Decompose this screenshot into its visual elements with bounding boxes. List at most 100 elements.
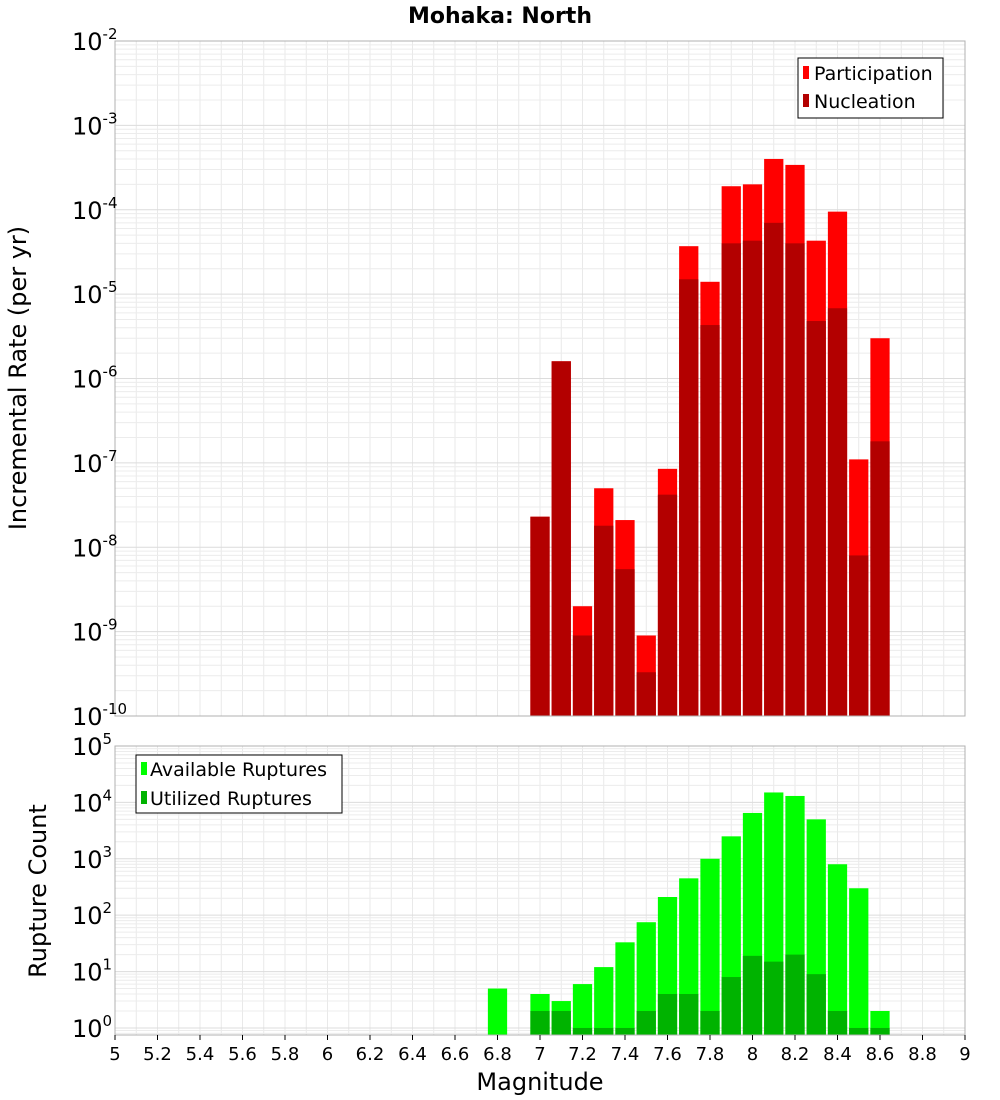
available-legend-label: Available Ruptures <box>150 759 327 781</box>
y-tick-label: 103 <box>72 843 112 874</box>
count-utilized-ruptures-bar <box>657 994 678 1035</box>
count-utilized-ruptures-bar <box>849 1027 869 1035</box>
x-tick-label: 9 <box>959 1044 970 1065</box>
count-available-ruptures-bar <box>487 988 508 1035</box>
y-tick-label: 105 <box>72 730 112 761</box>
x-tick-label: 8.4 <box>823 1044 852 1065</box>
count-available-ruptures-bar <box>636 922 656 1035</box>
y-tick-label: 104 <box>72 786 112 817</box>
rate-nucleation-bar <box>742 240 763 717</box>
rate-nucleation-bar <box>870 441 890 716</box>
count-utilized-ruptures-bar <box>551 1010 571 1035</box>
y-tick-label: 101 <box>72 956 112 987</box>
count-legend-box <box>135 754 343 814</box>
rate-y-ticks: 10-10 10-9 10-8 10-7 10-6 10-5 10-4 10-3 10-2 <box>72 25 127 731</box>
x-tick-label: 8.8 <box>908 1044 937 1065</box>
count-utilized-ruptures-bar <box>530 1010 550 1035</box>
y-tick-label: 10-2 <box>72 25 118 56</box>
y-tick-label: 10-9 <box>72 616 118 647</box>
count-utilized-ruptures-bar <box>721 977 741 1035</box>
y-tick-label: 10-8 <box>72 531 118 562</box>
y-tick-label: 10-3 <box>72 109 118 140</box>
count-utilized-ruptures-bar <box>572 1027 593 1035</box>
y-tick-label: 10-7 <box>72 447 118 478</box>
rate-nucleation-bar <box>806 321 826 716</box>
x-tick-label: 6.2 <box>356 1044 385 1065</box>
count-utilized-ruptures-bar <box>806 974 826 1035</box>
chart-title: Mohaka: North <box>408 4 592 29</box>
count-utilized-ruptures-bar <box>827 1010 848 1035</box>
x-tick-label: 5.6 <box>228 1044 257 1065</box>
x-tick-label: 7.6 <box>653 1044 682 1065</box>
y-tick-label: 10-6 <box>72 363 118 394</box>
x-tick-label: 8 <box>747 1044 758 1065</box>
count-available-ruptures-bar <box>700 858 720 1035</box>
utilized-legend-label: Utilized Ruptures <box>150 788 312 810</box>
rate-bars <box>530 158 890 717</box>
rate-nucleation-bar <box>785 243 805 717</box>
count-panel: 100 101 102 103 104 105 5 5.2 5.4 5.6 5.8 6 6.2 6.4 6… <box>24 730 971 1096</box>
magnitude-x-ticks: 5 5.2 5.4 5.6 5.8 6 6.2 6.4 6.6 6.8 7 7.2 7.4 7.6 7.8 8… <box>109 1035 971 1065</box>
rate-nucleation-bar <box>572 635 593 716</box>
rate-nucleation-bar <box>849 555 869 716</box>
rate-panel: 10-10 10-9 10-8 10-7 10-6 10-5 10-4 10-3 10-2 In… <box>4 25 966 731</box>
x-tick-label: 7.4 <box>611 1044 640 1065</box>
count-legend: Available Ruptures Utilized Ruptures <box>135 754 343 814</box>
count-available-ruptures-bar <box>615 942 635 1035</box>
count-available-ruptures-bar <box>849 888 869 1035</box>
count-available-ruptures-bar <box>827 864 848 1035</box>
y-tick-label: 10-10 <box>72 700 127 731</box>
x-tick-label: 5.2 <box>143 1044 172 1065</box>
x-axis-title: Magnitude <box>476 1068 603 1096</box>
count-utilized-ruptures-bar <box>764 961 784 1035</box>
rate-legend: Participation Nucleation <box>797 57 944 119</box>
participation-legend-label: Participation <box>814 63 933 85</box>
rate-plot-border <box>114 40 966 717</box>
rate-nucleation-bar <box>721 243 741 717</box>
y-tick-label: 100 <box>72 1012 112 1043</box>
count-available-ruptures-bar <box>572 984 593 1035</box>
y-tick-label: 10-5 <box>72 278 118 309</box>
count-available-ruptures-bar <box>594 967 614 1035</box>
count-bars <box>487 792 890 1035</box>
count-utilized-ruptures-bar <box>742 955 763 1035</box>
x-tick-label: 5.4 <box>186 1044 215 1065</box>
rate-nucleation-bar <box>551 361 571 716</box>
count-utilized-ruptures-bar <box>785 954 805 1035</box>
rate-nucleation-bar <box>636 672 656 716</box>
count-y-ticks: 100 101 102 103 104 105 <box>72 730 112 1043</box>
x-tick-label: 8.2 <box>781 1044 810 1065</box>
utilized-legend-swatch <box>141 791 147 804</box>
count-utilized-ruptures-bar <box>636 1010 656 1035</box>
rate-nucleation-bar <box>530 516 550 716</box>
x-tick-label: 5.8 <box>271 1044 300 1065</box>
available-legend-swatch <box>141 762 147 775</box>
x-tick-label: 7.8 <box>696 1044 725 1065</box>
count-utilized-ruptures-bar <box>615 1027 635 1035</box>
count-utilized-ruptures-bar <box>870 1027 890 1035</box>
x-tick-label: 6 <box>322 1044 333 1065</box>
count-utilized-ruptures-bar <box>700 1010 720 1035</box>
y-tick-label: 10-4 <box>72 194 118 225</box>
rate-nucleation-bar <box>700 325 720 716</box>
rate-nucleation-bar <box>657 494 678 716</box>
rate-nucleation-bar <box>764 222 784 716</box>
rate-nucleation-bar <box>827 308 848 716</box>
x-tick-label: 6.8 <box>483 1044 512 1065</box>
nucleation-legend-label: Nucleation <box>814 91 916 113</box>
rate-nucleation-bar <box>679 279 699 716</box>
rate-legend-box <box>797 57 944 119</box>
y-tick-label: 102 <box>72 899 112 930</box>
x-tick-label: 7 <box>534 1044 545 1065</box>
count-utilized-ruptures-bar <box>594 1027 614 1035</box>
count-utilized-ruptures-bar <box>679 994 699 1035</box>
x-tick-label: 7.2 <box>568 1044 597 1065</box>
rate-nucleation-bar <box>594 525 614 716</box>
x-tick-label: 8.6 <box>866 1044 895 1065</box>
rate-nucleation-bar <box>615 569 635 716</box>
x-tick-label: 6.6 <box>441 1044 470 1065</box>
participation-legend-swatch <box>803 66 809 79</box>
nucleation-legend-swatch <box>803 94 809 107</box>
x-tick-label: 5 <box>109 1044 120 1065</box>
